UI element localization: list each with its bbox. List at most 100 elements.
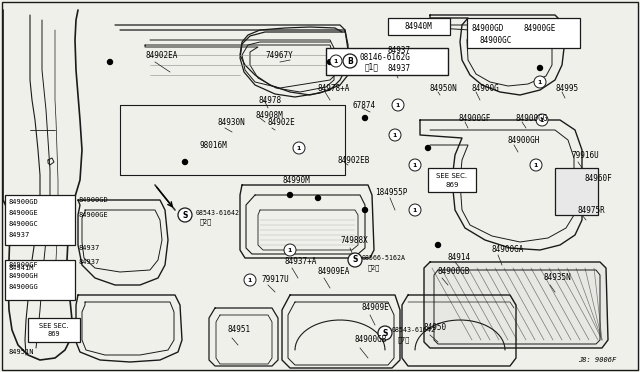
Text: 84900GB: 84900GB	[438, 267, 470, 276]
Text: 84950N: 84950N	[430, 83, 458, 93]
Text: 84900GB: 84900GB	[355, 336, 387, 344]
Text: 84900GH: 84900GH	[8, 273, 38, 279]
Text: 84900G: 84900G	[472, 83, 500, 93]
Text: 84902E: 84902E	[268, 118, 296, 126]
Text: 84909E: 84909E	[362, 304, 390, 312]
Text: 184955P: 184955P	[375, 187, 408, 196]
Text: 84960F: 84960F	[585, 173, 612, 183]
Circle shape	[330, 55, 342, 67]
Bar	[555, 168, 598, 215]
Text: 84937: 84937	[78, 245, 99, 251]
Bar	[428, 168, 476, 192]
Bar	[5, 260, 75, 300]
Polygon shape	[424, 262, 608, 348]
Text: 84937: 84937	[388, 45, 411, 55]
Text: 84902EB: 84902EB	[338, 155, 371, 164]
Text: 84914: 84914	[448, 253, 471, 263]
Text: 84900GF: 84900GF	[459, 113, 492, 122]
Circle shape	[343, 54, 357, 68]
Circle shape	[426, 145, 431, 151]
Text: 1: 1	[413, 208, 417, 212]
Text: 84900GD: 84900GD	[472, 23, 504, 32]
Text: 84902EA: 84902EA	[145, 51, 177, 60]
Text: 74967Y: 74967Y	[266, 51, 294, 60]
Text: （1）: （1）	[365, 62, 379, 71]
Text: 84978+A: 84978+A	[318, 83, 350, 93]
Text: 84900GE: 84900GE	[8, 210, 38, 216]
Text: 79916U: 79916U	[572, 151, 600, 160]
Text: （7）: （7）	[398, 337, 410, 343]
Text: 84900GE: 84900GE	[524, 23, 556, 32]
Circle shape	[316, 196, 321, 201]
Bar	[326, 48, 448, 75]
Text: 84900GA: 84900GA	[492, 246, 524, 254]
Text: 84900GF: 84900GF	[8, 262, 38, 268]
Text: 84990M: 84990M	[283, 176, 311, 185]
Text: 84937: 84937	[8, 232, 29, 238]
Text: （2）: （2）	[368, 265, 380, 271]
Text: S: S	[182, 211, 188, 219]
Circle shape	[362, 115, 367, 121]
Text: J8: 9006F: J8: 9006F	[578, 357, 616, 363]
Text: 84951N: 84951N	[8, 349, 33, 355]
Text: 1: 1	[288, 247, 292, 253]
Text: 84900GG: 84900GG	[516, 113, 548, 122]
Circle shape	[392, 99, 404, 111]
Circle shape	[530, 159, 542, 171]
Text: 74988X: 74988X	[341, 235, 369, 244]
Text: 84978: 84978	[259, 96, 282, 105]
Text: 84937: 84937	[388, 64, 411, 73]
Text: 84951: 84951	[227, 326, 250, 334]
Circle shape	[284, 244, 296, 256]
Circle shape	[389, 129, 401, 141]
Text: 84935N: 84935N	[544, 273, 572, 282]
Circle shape	[536, 114, 548, 126]
Bar	[28, 318, 80, 342]
Text: 869: 869	[445, 182, 459, 188]
Circle shape	[328, 60, 333, 64]
Bar	[5, 195, 75, 245]
Text: 84900GG: 84900GG	[8, 284, 38, 290]
Text: 84908M: 84908M	[255, 110, 283, 119]
Text: 1: 1	[393, 132, 397, 138]
Circle shape	[182, 160, 188, 164]
Text: SEE SEC.: SEE SEC.	[436, 173, 468, 179]
Circle shape	[435, 243, 440, 247]
Text: 79917U: 79917U	[262, 276, 290, 285]
Circle shape	[378, 326, 392, 340]
Text: 84940M: 84940M	[404, 22, 432, 31]
Text: 84909EA: 84909EA	[318, 267, 350, 276]
Text: 84941M: 84941M	[8, 265, 33, 271]
Text: 1: 1	[534, 163, 538, 167]
Text: 1: 1	[413, 163, 417, 167]
Circle shape	[178, 208, 192, 222]
Text: S: S	[382, 328, 388, 337]
Text: 1: 1	[334, 58, 338, 64]
Text: 84900GC: 84900GC	[8, 221, 38, 227]
Text: 67874: 67874	[353, 100, 376, 109]
Circle shape	[362, 208, 367, 212]
Circle shape	[287, 192, 292, 198]
Text: 1: 1	[248, 278, 252, 282]
Circle shape	[409, 159, 421, 171]
Text: 84900GD: 84900GD	[78, 197, 108, 203]
Circle shape	[409, 204, 421, 216]
Bar	[388, 18, 450, 35]
Text: 84975R: 84975R	[578, 205, 605, 215]
Text: 08543-61642: 08543-61642	[196, 210, 240, 216]
Text: 1: 1	[540, 118, 544, 122]
Text: 08566-5162A: 08566-5162A	[362, 255, 406, 261]
Text: 84995: 84995	[556, 83, 579, 93]
Text: 08543-61642: 08543-61642	[392, 327, 436, 333]
Circle shape	[244, 274, 256, 286]
Text: （2）: （2）	[200, 219, 212, 225]
Text: 84950: 84950	[424, 324, 447, 333]
Text: 84900GC: 84900GC	[480, 35, 513, 45]
Circle shape	[534, 76, 546, 88]
Text: 84937+A: 84937+A	[285, 257, 317, 266]
Circle shape	[293, 142, 305, 154]
Circle shape	[538, 65, 543, 71]
Text: 1: 1	[538, 80, 542, 84]
Text: B: B	[347, 57, 353, 65]
Text: 1: 1	[297, 145, 301, 151]
